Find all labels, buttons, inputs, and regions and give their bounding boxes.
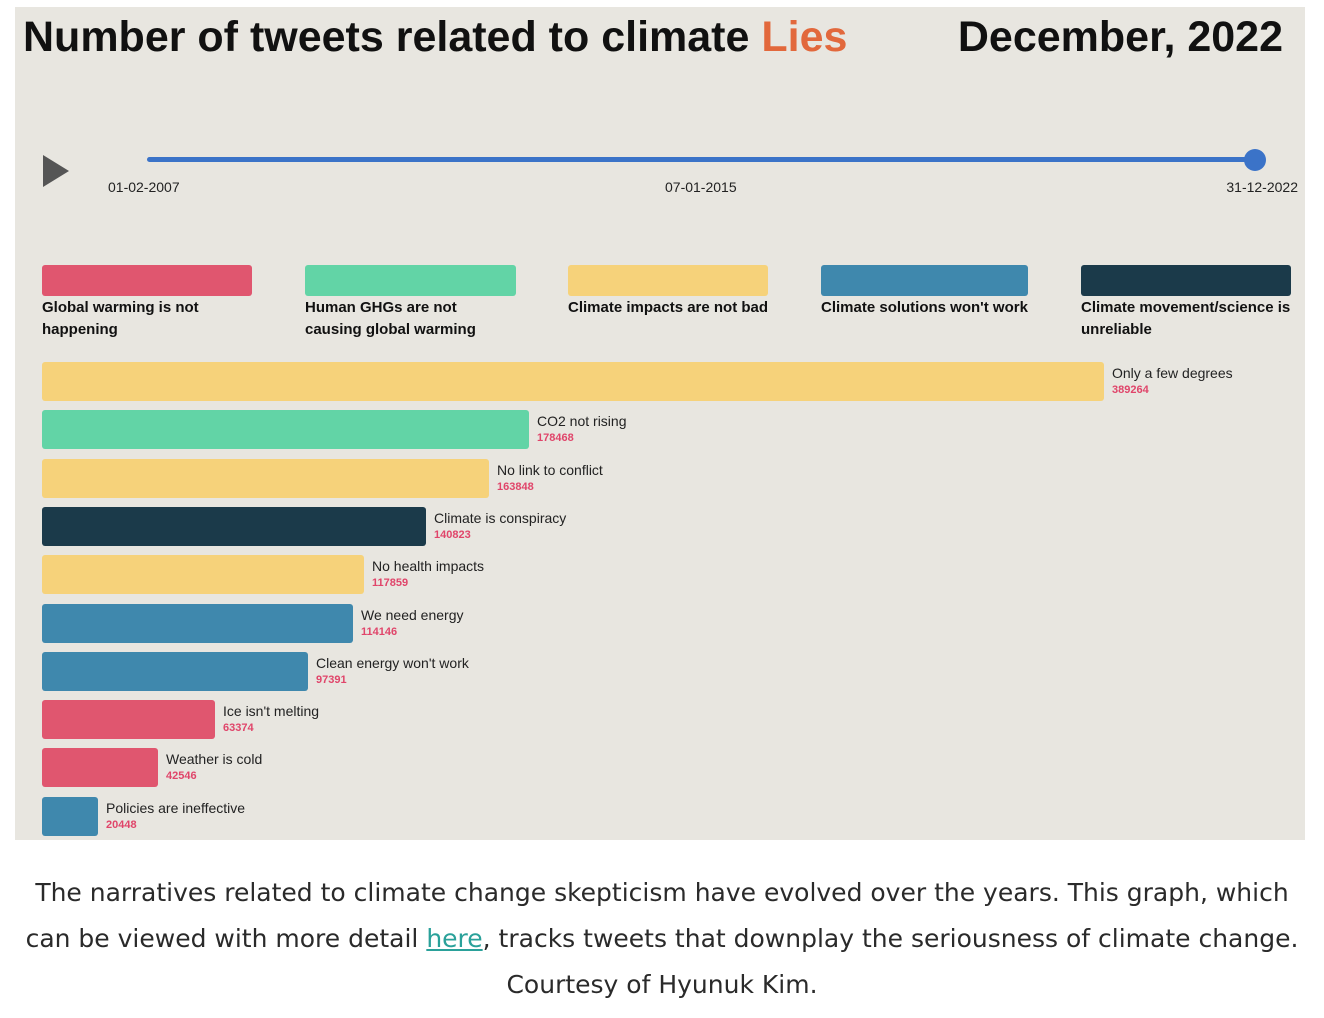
- caption-here-link[interactable]: here: [426, 924, 483, 953]
- legend-label-global-warming: Global warming is not happening: [42, 299, 199, 338]
- bar-policies-are-ineffective: [42, 797, 98, 836]
- caption-text-after: , tracks tweets that downplay the seriou…: [482, 924, 1299, 999]
- bar-label-no-link-to-conflict: No link to conflict: [497, 462, 603, 478]
- bar-value-only-a-few-degrees: 389264: [1112, 384, 1149, 396]
- bar-value-we-need-energy: 114146: [361, 626, 398, 638]
- bar-no-link-to-conflict: [42, 459, 489, 498]
- title-text: Number of tweets related to climate: [23, 13, 762, 61]
- caption-text-before: The narratives related to climate change…: [25, 878, 1289, 953]
- bar-value-weather-is-cold: 42546: [166, 770, 197, 782]
- legend-swatch-climate-solutions: [821, 265, 1028, 296]
- bar-label-weather-is-cold: Weather is cold: [166, 751, 263, 767]
- legend-swatch-human-ghgs: [305, 265, 516, 296]
- bar-no-health-impacts: [42, 555, 364, 594]
- legend-swatch-climate-impacts: [568, 265, 768, 296]
- bar-ice-isn-t-melting: [42, 700, 215, 739]
- bar-label-climate-is-conspiracy: Climate is conspiracy: [434, 510, 567, 526]
- bar-label-co2-not-rising: CO2 not rising: [537, 413, 627, 429]
- bar-we-need-energy: [42, 604, 353, 643]
- bar-clean-energy-won-t-work: [42, 652, 308, 691]
- figure-caption: The narratives related to climate change…: [20, 870, 1304, 1008]
- bar-label-policies-are-ineffective: Policies are ineffective: [106, 800, 246, 816]
- bar-value-co2-not-rising: 178468: [537, 432, 574, 444]
- legend-label-climate-movement: Climate movement/science is unreliable: [1081, 299, 1291, 338]
- bar-chart-area: Only a few degrees 389264 CO2 not rising 17…: [15, 7, 1305, 840]
- bar-co2-not-rising: [42, 410, 529, 449]
- bar-label-clean-energy-won-t-work: Clean energy won't work: [316, 655, 469, 671]
- legend-swatch-global-warming: [42, 265, 252, 296]
- timeline-slider-handle[interactable]: [1244, 149, 1266, 171]
- play-button[interactable]: [43, 155, 69, 187]
- timeline-end-label: 31-12-2022: [1226, 179, 1298, 195]
- bar-weather-is-cold: [42, 748, 158, 787]
- bar-label-only-a-few-degrees: Only a few degrees: [1112, 365, 1233, 381]
- bar-value-climate-is-conspiracy: 140823: [434, 529, 471, 541]
- bar-value-policies-are-ineffective: 20448: [106, 819, 137, 831]
- chart-title: Number of tweets related to climate Lies: [23, 13, 848, 61]
- legend-swatch-climate-movement: [1081, 265, 1291, 296]
- legend-label-human-ghgs: Human GHGs are not causing global warmin…: [305, 299, 476, 338]
- timeline-start-label: 01-02-2007: [108, 179, 180, 195]
- timeline-mid-label: 07-01-2015: [665, 179, 737, 195]
- bar-value-no-health-impacts: 117859: [372, 577, 409, 589]
- bar-only-a-few-degrees: [42, 362, 1104, 401]
- legend-label-climate-solutions: Climate solutions won't work: [821, 299, 1028, 316]
- title-highlight: Lies: [761, 13, 848, 61]
- bar-value-ice-isn-t-melting: 63374: [223, 722, 254, 734]
- bar-value-clean-energy-won-t-work: 97391: [316, 674, 347, 686]
- bar-value-no-link-to-conflict: 163848: [497, 481, 534, 493]
- bar-label-ice-isn-t-melting: Ice isn't melting: [223, 703, 320, 719]
- bar-climate-is-conspiracy: [42, 507, 426, 546]
- chart-panel: Number of tweets related to climate Lies…: [15, 7, 1305, 840]
- legend-label-climate-impacts: Climate impacts are not bad: [568, 299, 769, 316]
- bar-label-no-health-impacts: No health impacts: [372, 558, 485, 574]
- bar-label-we-need-energy: We need energy: [361, 607, 464, 623]
- timeline-slider-track[interactable]: [147, 157, 1255, 162]
- current-date: December, 2022: [957, 13, 1283, 61]
